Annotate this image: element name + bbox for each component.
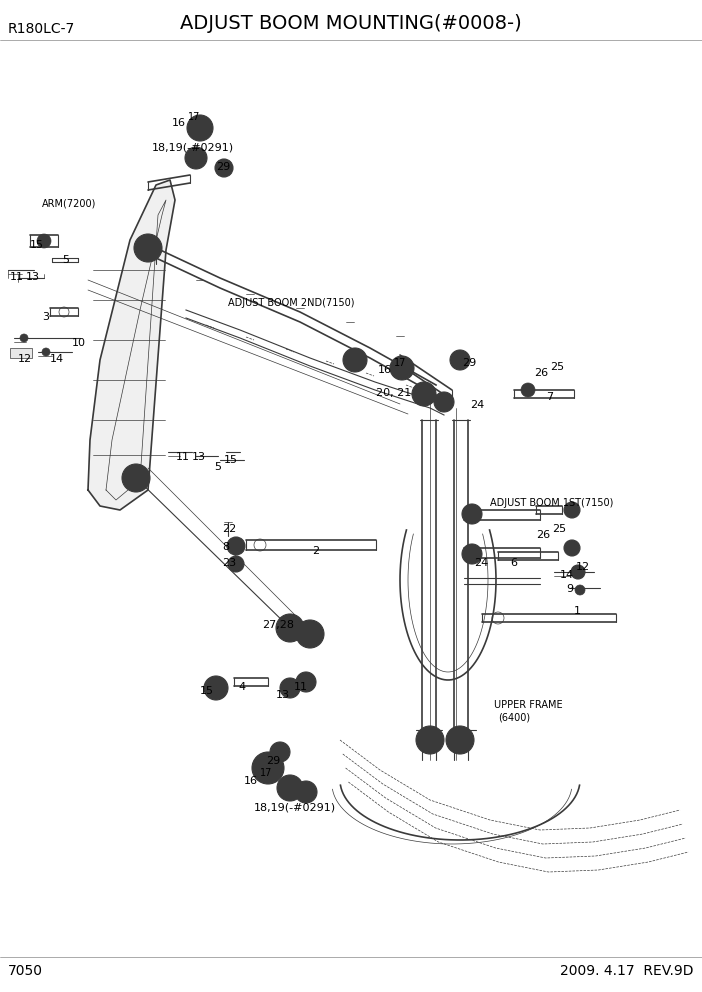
Text: 13: 13 <box>276 690 290 700</box>
Circle shape <box>521 383 535 397</box>
Circle shape <box>277 775 303 801</box>
Circle shape <box>134 234 162 262</box>
Circle shape <box>295 781 317 803</box>
Text: 9: 9 <box>566 584 573 594</box>
Text: 24: 24 <box>474 558 489 568</box>
Circle shape <box>42 348 50 356</box>
Bar <box>10 348 32 358</box>
Text: 26: 26 <box>534 368 548 378</box>
Text: 7050: 7050 <box>8 964 43 978</box>
Text: 15: 15 <box>200 686 214 696</box>
Text: 11: 11 <box>176 452 190 462</box>
Circle shape <box>564 502 580 518</box>
Text: 15: 15 <box>30 240 44 250</box>
Circle shape <box>462 544 482 564</box>
Text: UPPER FRAME: UPPER FRAME <box>494 700 562 710</box>
Circle shape <box>228 556 244 572</box>
Text: 25: 25 <box>552 524 566 534</box>
Text: ADJUST BOOM 1ST(7150): ADJUST BOOM 1ST(7150) <box>490 498 614 508</box>
Text: 26: 26 <box>536 530 550 540</box>
Text: 16: 16 <box>244 776 258 786</box>
Circle shape <box>187 115 213 141</box>
Text: ARM(7200): ARM(7200) <box>42 198 96 208</box>
Circle shape <box>343 348 367 372</box>
Text: 14: 14 <box>560 570 574 580</box>
Text: 22: 22 <box>222 524 237 534</box>
Text: 16: 16 <box>172 118 186 128</box>
Text: (6400): (6400) <box>498 712 530 722</box>
Text: ADJUST BOOM MOUNTING(#0008-): ADJUST BOOM MOUNTING(#0008-) <box>180 14 522 33</box>
Text: 2009. 4.17  REV.9D: 2009. 4.17 REV.9D <box>560 964 694 978</box>
Text: 17: 17 <box>394 358 406 368</box>
Circle shape <box>37 234 51 248</box>
Circle shape <box>390 356 414 380</box>
Text: 12: 12 <box>18 354 32 364</box>
Text: 5: 5 <box>62 255 69 265</box>
Circle shape <box>564 540 580 556</box>
Circle shape <box>434 392 454 412</box>
Text: 17: 17 <box>260 768 272 778</box>
Text: 18,19(-#0291): 18,19(-#0291) <box>254 802 336 812</box>
Text: 6: 6 <box>510 558 517 568</box>
Circle shape <box>416 726 444 754</box>
Polygon shape <box>88 180 175 510</box>
Text: 25: 25 <box>550 362 564 372</box>
Circle shape <box>450 350 470 370</box>
Text: 20, 21: 20, 21 <box>376 388 411 398</box>
Circle shape <box>20 334 28 342</box>
Circle shape <box>412 382 436 406</box>
Text: 23: 23 <box>222 558 236 568</box>
Circle shape <box>462 504 482 524</box>
Circle shape <box>204 676 228 700</box>
Circle shape <box>296 672 316 692</box>
Circle shape <box>122 464 150 492</box>
Text: 15: 15 <box>224 455 238 465</box>
Circle shape <box>575 585 585 595</box>
Circle shape <box>215 159 233 177</box>
Circle shape <box>571 565 585 579</box>
Circle shape <box>252 752 284 784</box>
Text: 29: 29 <box>266 756 280 766</box>
Text: 29: 29 <box>216 162 230 172</box>
Text: 13: 13 <box>192 452 206 462</box>
Circle shape <box>296 620 324 648</box>
Circle shape <box>185 147 207 169</box>
Text: 3: 3 <box>42 312 49 322</box>
Text: 1: 1 <box>574 606 581 616</box>
Circle shape <box>446 726 474 754</box>
Text: 12: 12 <box>576 562 590 572</box>
Text: 4: 4 <box>238 682 245 692</box>
Text: R180LC-7: R180LC-7 <box>8 22 75 36</box>
Circle shape <box>280 678 300 698</box>
Text: 24: 24 <box>470 400 484 410</box>
Text: 11: 11 <box>294 682 308 692</box>
Text: 14: 14 <box>50 354 64 364</box>
Text: 7: 7 <box>546 392 553 402</box>
Circle shape <box>227 537 245 555</box>
Text: 18,19(-#0291): 18,19(-#0291) <box>152 142 234 152</box>
Text: 5: 5 <box>214 462 221 472</box>
Text: 10: 10 <box>72 338 86 348</box>
Text: 11: 11 <box>10 272 24 282</box>
Text: 13: 13 <box>26 272 40 282</box>
Text: ADJUST BOOM 2ND(7150): ADJUST BOOM 2ND(7150) <box>228 298 355 308</box>
Text: 16: 16 <box>378 365 392 375</box>
Circle shape <box>276 614 304 642</box>
Text: 2: 2 <box>312 546 319 556</box>
Text: 29: 29 <box>462 358 476 368</box>
Circle shape <box>270 742 290 762</box>
Text: 17: 17 <box>188 112 200 122</box>
Text: 8: 8 <box>222 542 229 552</box>
Text: 27,28: 27,28 <box>262 620 294 630</box>
